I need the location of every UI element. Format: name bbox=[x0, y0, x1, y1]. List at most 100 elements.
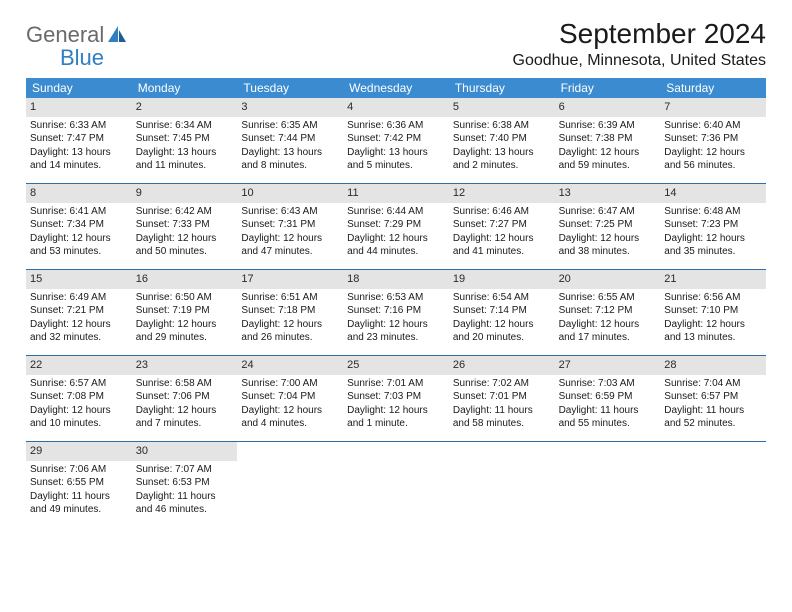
day-cell: 24Sunrise: 7:00 AMSunset: 7:04 PMDayligh… bbox=[237, 356, 343, 441]
sunset-text: Sunset: 7:45 PM bbox=[136, 132, 234, 146]
sunset-text: Sunset: 7:16 PM bbox=[347, 304, 445, 318]
day-number: 11 bbox=[343, 184, 449, 203]
daylight-text-2: and 4 minutes. bbox=[241, 417, 339, 431]
day-cell bbox=[343, 442, 449, 528]
sunrise-text: Sunrise: 6:51 AM bbox=[241, 291, 339, 305]
daylight-text-1: Daylight: 11 hours bbox=[453, 404, 551, 418]
day-number: 21 bbox=[660, 270, 766, 289]
day-cell: 15Sunrise: 6:49 AMSunset: 7:21 PMDayligh… bbox=[26, 270, 132, 355]
sunset-text: Sunset: 7:42 PM bbox=[347, 132, 445, 146]
sunset-text: Sunset: 7:14 PM bbox=[453, 304, 551, 318]
sunrise-text: Sunrise: 6:48 AM bbox=[664, 205, 762, 219]
sunset-text: Sunset: 7:27 PM bbox=[453, 218, 551, 232]
daylight-text-2: and 41 minutes. bbox=[453, 245, 551, 259]
daylight-text-1: Daylight: 12 hours bbox=[30, 404, 128, 418]
weeks-container: 1Sunrise: 6:33 AMSunset: 7:47 PMDaylight… bbox=[26, 98, 766, 528]
sunrise-text: Sunrise: 7:06 AM bbox=[30, 463, 128, 477]
sunset-text: Sunset: 7:29 PM bbox=[347, 218, 445, 232]
day-cell: 9Sunrise: 6:42 AMSunset: 7:33 PMDaylight… bbox=[132, 184, 238, 269]
day-number: 22 bbox=[26, 356, 132, 375]
week-row: 8Sunrise: 6:41 AMSunset: 7:34 PMDaylight… bbox=[26, 184, 766, 270]
day-cell: 5Sunrise: 6:38 AMSunset: 7:40 PMDaylight… bbox=[449, 98, 555, 183]
daylight-text-2: and 5 minutes. bbox=[347, 159, 445, 173]
day-number: 8 bbox=[26, 184, 132, 203]
week-row: 15Sunrise: 6:49 AMSunset: 7:21 PMDayligh… bbox=[26, 270, 766, 356]
sunset-text: Sunset: 6:57 PM bbox=[664, 390, 762, 404]
sunset-text: Sunset: 7:44 PM bbox=[241, 132, 339, 146]
daylight-text-2: and 10 minutes. bbox=[30, 417, 128, 431]
sunrise-text: Sunrise: 6:54 AM bbox=[453, 291, 551, 305]
sunset-text: Sunset: 6:53 PM bbox=[136, 476, 234, 490]
daylight-text-1: Daylight: 13 hours bbox=[241, 146, 339, 160]
sunset-text: Sunset: 7:23 PM bbox=[664, 218, 762, 232]
daylight-text-2: and 20 minutes. bbox=[453, 331, 551, 345]
sunrise-text: Sunrise: 6:34 AM bbox=[136, 119, 234, 133]
daylight-text-2: and 55 minutes. bbox=[559, 417, 657, 431]
daylight-text-2: and 14 minutes. bbox=[30, 159, 128, 173]
dow-wednesday: Wednesday bbox=[343, 78, 449, 98]
dow-sunday: Sunday bbox=[26, 78, 132, 98]
week-row: 22Sunrise: 6:57 AMSunset: 7:08 PMDayligh… bbox=[26, 356, 766, 442]
day-cell: 27Sunrise: 7:03 AMSunset: 6:59 PMDayligh… bbox=[555, 356, 661, 441]
sunrise-text: Sunrise: 6:33 AM bbox=[30, 119, 128, 133]
daylight-text-2: and 8 minutes. bbox=[241, 159, 339, 173]
sunset-text: Sunset: 7:04 PM bbox=[241, 390, 339, 404]
location-text: Goodhue, Minnesota, United States bbox=[513, 52, 767, 70]
dow-saturday: Saturday bbox=[660, 78, 766, 98]
daylight-text-1: Daylight: 12 hours bbox=[347, 232, 445, 246]
daylight-text-2: and 29 minutes. bbox=[136, 331, 234, 345]
day-number: 30 bbox=[132, 442, 238, 461]
sunset-text: Sunset: 7:03 PM bbox=[347, 390, 445, 404]
day-number: 10 bbox=[237, 184, 343, 203]
day-number: 16 bbox=[132, 270, 238, 289]
daylight-text-2: and 38 minutes. bbox=[559, 245, 657, 259]
day-cell bbox=[449, 442, 555, 528]
daylight-text-2: and 1 minute. bbox=[347, 417, 445, 431]
dow-monday: Monday bbox=[132, 78, 238, 98]
day-cell: 4Sunrise: 6:36 AMSunset: 7:42 PMDaylight… bbox=[343, 98, 449, 183]
daylight-text-1: Daylight: 12 hours bbox=[559, 146, 657, 160]
dow-tuesday: Tuesday bbox=[237, 78, 343, 98]
daylight-text-1: Daylight: 12 hours bbox=[30, 318, 128, 332]
day-number: 6 bbox=[555, 98, 661, 117]
daylight-text-2: and 44 minutes. bbox=[347, 245, 445, 259]
daylight-text-1: Daylight: 12 hours bbox=[347, 404, 445, 418]
sunset-text: Sunset: 7:38 PM bbox=[559, 132, 657, 146]
day-number: 24 bbox=[237, 356, 343, 375]
daylight-text-1: Daylight: 12 hours bbox=[241, 404, 339, 418]
daylight-text-1: Daylight: 12 hours bbox=[241, 232, 339, 246]
day-cell: 7Sunrise: 6:40 AMSunset: 7:36 PMDaylight… bbox=[660, 98, 766, 183]
daylight-text-1: Daylight: 12 hours bbox=[453, 232, 551, 246]
daylight-text-1: Daylight: 12 hours bbox=[30, 232, 128, 246]
day-cell: 13Sunrise: 6:47 AMSunset: 7:25 PMDayligh… bbox=[555, 184, 661, 269]
day-cell: 12Sunrise: 6:46 AMSunset: 7:27 PMDayligh… bbox=[449, 184, 555, 269]
sunset-text: Sunset: 7:36 PM bbox=[664, 132, 762, 146]
daylight-text-2: and 49 minutes. bbox=[30, 503, 128, 517]
day-number: 13 bbox=[555, 184, 661, 203]
daylight-text-2: and 23 minutes. bbox=[347, 331, 445, 345]
daylight-text-1: Daylight: 12 hours bbox=[559, 232, 657, 246]
sunrise-text: Sunrise: 6:42 AM bbox=[136, 205, 234, 219]
day-cell: 21Sunrise: 6:56 AMSunset: 7:10 PMDayligh… bbox=[660, 270, 766, 355]
daylight-text-2: and 52 minutes. bbox=[664, 417, 762, 431]
sunrise-text: Sunrise: 6:56 AM bbox=[664, 291, 762, 305]
day-cell: 29Sunrise: 7:06 AMSunset: 6:55 PMDayligh… bbox=[26, 442, 132, 528]
sunset-text: Sunset: 7:19 PM bbox=[136, 304, 234, 318]
sunrise-text: Sunrise: 7:03 AM bbox=[559, 377, 657, 391]
day-number: 23 bbox=[132, 356, 238, 375]
daylight-text-1: Daylight: 12 hours bbox=[664, 146, 762, 160]
day-cell: 23Sunrise: 6:58 AMSunset: 7:06 PMDayligh… bbox=[132, 356, 238, 441]
daylight-text-1: Daylight: 12 hours bbox=[453, 318, 551, 332]
sunrise-text: Sunrise: 6:35 AM bbox=[241, 119, 339, 133]
sunset-text: Sunset: 7:47 PM bbox=[30, 132, 128, 146]
daylight-text-1: Daylight: 12 hours bbox=[559, 318, 657, 332]
daylight-text-1: Daylight: 13 hours bbox=[30, 146, 128, 160]
sunrise-text: Sunrise: 7:02 AM bbox=[453, 377, 551, 391]
day-cell bbox=[237, 442, 343, 528]
daylight-text-1: Daylight: 11 hours bbox=[664, 404, 762, 418]
daylight-text-1: Daylight: 12 hours bbox=[664, 318, 762, 332]
day-number: 17 bbox=[237, 270, 343, 289]
daylight-text-2: and 17 minutes. bbox=[559, 331, 657, 345]
header: General Blue September 2024 Goodhue, Min… bbox=[26, 18, 766, 70]
day-number: 12 bbox=[449, 184, 555, 203]
